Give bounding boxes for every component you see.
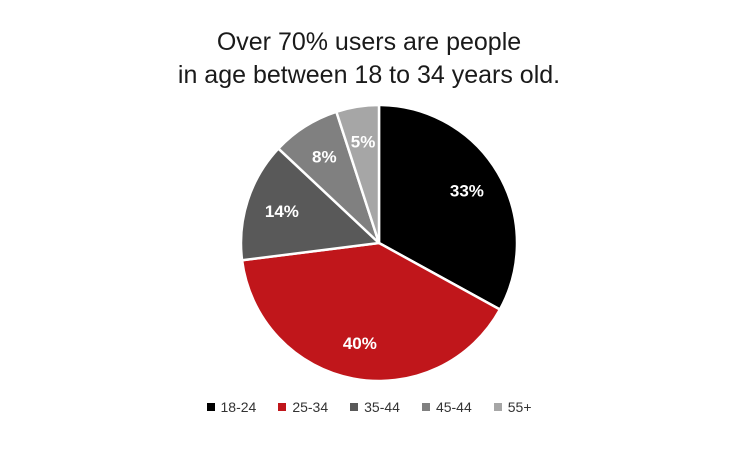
chart-title-line-2: in age between 18 to 34 years old.	[177, 61, 561, 89]
legend-swatch	[278, 403, 287, 411]
legend-swatch	[206, 403, 215, 411]
legend-swatch	[493, 403, 502, 411]
legend-item-25-34: 25-34	[278, 399, 328, 415]
slice-data-label: 5%	[351, 133, 376, 152]
legend-label: 55+	[507, 399, 532, 415]
pie-slice-25-34	[240, 241, 502, 383]
legend-item-55-plus: 55+	[493, 399, 532, 415]
pie-slice-55-plus	[335, 103, 381, 245]
legend-item-45-44: 45-44	[421, 399, 472, 415]
legend-swatch	[421, 403, 430, 411]
pie-slice-35-44	[239, 147, 381, 262]
slice-data-label: 40%	[343, 334, 377, 353]
chart-title: Over 70% users are people in age between…	[0, 26, 738, 92]
legend-item-18-24: 18-24	[206, 399, 257, 415]
chart-title-line-1: Over 70% users are people	[216, 28, 522, 56]
legend-swatch	[350, 403, 359, 411]
legend-label: 45-44	[435, 399, 472, 415]
legend-label: 35-44	[364, 399, 400, 415]
legend-item-35-44: 35-44	[350, 399, 400, 415]
slice-data-label: 33%	[450, 182, 484, 201]
legend-label: 25-34	[292, 399, 329, 415]
legend-label: 18-24	[220, 399, 257, 415]
slice-data-label: 8%	[312, 147, 337, 166]
pie-slice-18-24	[377, 103, 519, 311]
legend: 18-24 25-34 35-44 45-44 55+	[0, 399, 738, 415]
slice-data-label: 14%	[265, 202, 299, 221]
